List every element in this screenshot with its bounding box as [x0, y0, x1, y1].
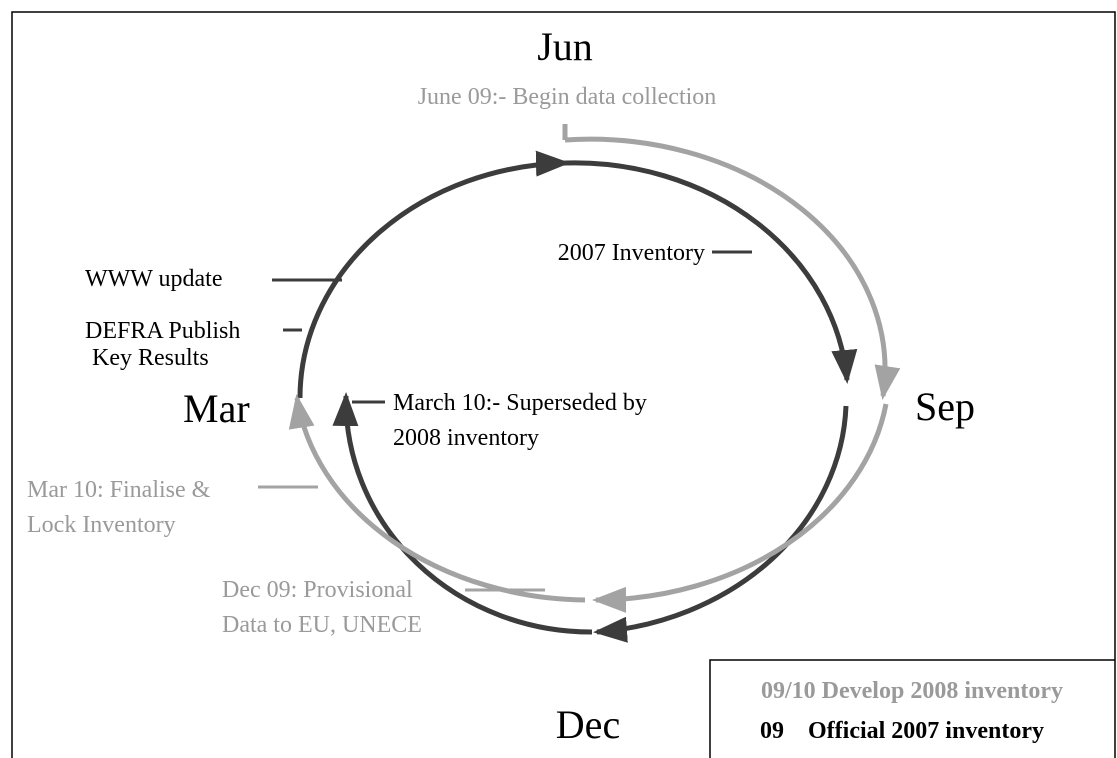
light-arc [288, 394, 586, 603]
light-arc [592, 403, 889, 613]
annotation: 2008 inventory [393, 425, 539, 451]
annotation: Lock Inventory [27, 512, 176, 538]
legend-box [709, 659, 1115, 758]
month-label: Jun [537, 24, 593, 69]
legend-entry: Official 2007 inventory [808, 718, 1044, 744]
dark-arc [297, 150, 570, 399]
legend-code: 09 [760, 718, 784, 744]
frame [11, 11, 1116, 758]
dark-arc [565, 160, 858, 384]
annotation: WWW update [85, 266, 223, 292]
month-label: Dec [556, 702, 620, 747]
dark-arc [593, 405, 849, 643]
month-label: Mar [183, 386, 250, 431]
annotation: Key Results [92, 345, 209, 371]
dark-arc [332, 392, 593, 635]
annotation: Data to EU, UNECE [222, 612, 422, 638]
annotation: June 09:- Begin data collection [418, 84, 717, 110]
light-arc [564, 136, 901, 400]
month-label: Sep [915, 384, 975, 429]
annotation: March 10:- Superseded by [393, 390, 647, 416]
annotation: DEFRA Publish [85, 318, 240, 344]
annotation: 2007 Inventory [558, 240, 705, 266]
annotation: Dec 09: Provisional [222, 577, 413, 603]
legend-entry: 09/10 Develop 2008 inventory [761, 678, 1063, 704]
annotation: Mar 10: Finalise & [27, 477, 211, 503]
